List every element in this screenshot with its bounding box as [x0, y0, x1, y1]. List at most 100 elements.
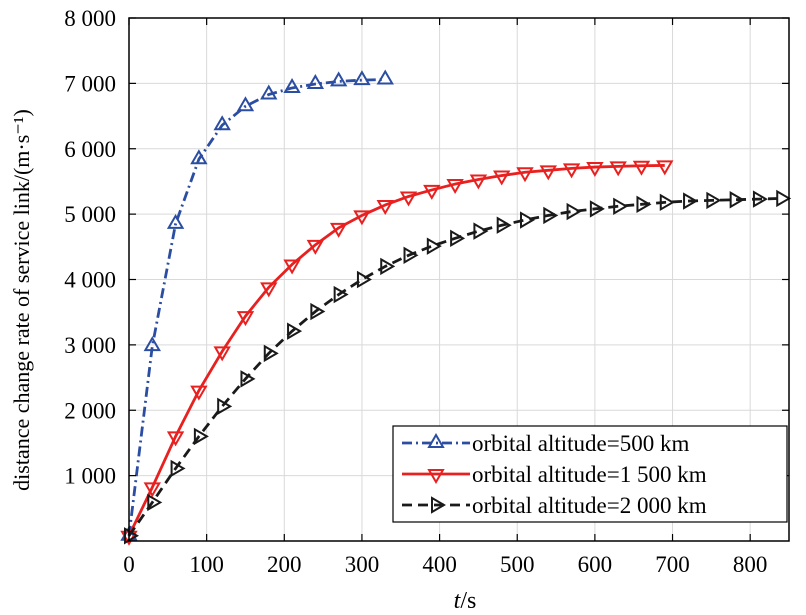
y-tick-label: 8 000 — [64, 6, 116, 31]
data-point — [729, 191, 745, 209]
data-point — [609, 161, 627, 177]
x-axis-label: t/s — [454, 588, 477, 614]
data-point — [376, 69, 394, 85]
data-point — [516, 167, 534, 183]
plot-frame — [128, 17, 790, 542]
data-point — [190, 149, 208, 165]
data-point — [193, 427, 209, 446]
data-point — [329, 222, 348, 238]
data-point — [450, 229, 466, 248]
data-point — [399, 191, 418, 207]
series-line — [127, 78, 386, 536]
series-layer — [120, 69, 792, 546]
legend-swatch-marker — [427, 433, 445, 448]
data-point — [632, 160, 651, 176]
data-point — [166, 213, 185, 229]
series-1 — [120, 69, 394, 541]
legend-swatch-marker — [431, 496, 446, 514]
x-tick-label: 700 — [655, 552, 690, 577]
x-tick-label: 800 — [733, 552, 768, 577]
y-tick-label: 6 000 — [64, 137, 116, 162]
data-point — [683, 192, 699, 210]
data-point — [306, 239, 325, 255]
data-point — [333, 285, 349, 304]
legend-label: orbital altitude=500 km — [472, 431, 689, 456]
data-point — [493, 170, 511, 186]
data-point — [213, 346, 231, 362]
y-tick-label: 7 000 — [64, 71, 116, 96]
data-point — [403, 246, 419, 265]
legend-item: orbital altitude=1 500 km — [402, 462, 707, 487]
data-point — [287, 322, 303, 340]
data-point — [329, 71, 348, 87]
data-point — [190, 385, 208, 401]
data-point — [353, 70, 371, 86]
x-tick-label: 0 — [123, 552, 135, 577]
data-point — [496, 216, 512, 234]
x-tick-label: 300 — [345, 552, 380, 577]
x-tick-label: 600 — [578, 552, 613, 577]
legend-label: orbital altitude=2 000 km — [472, 493, 707, 518]
data-point — [310, 302, 326, 321]
y-tick-label: 2 000 — [64, 398, 116, 423]
data-point — [283, 259, 301, 275]
data-point — [376, 199, 394, 215]
data-point — [260, 84, 278, 100]
data-point — [520, 211, 535, 229]
series-3 — [124, 189, 792, 545]
data-point — [469, 174, 488, 190]
data-point — [236, 96, 255, 112]
data-point — [236, 311, 255, 327]
tick-labels: 0 100 200 300 400 500 600 700 800 1 000 2 000 3 000… — [64, 6, 767, 577]
data-point — [283, 77, 301, 93]
data-point — [586, 162, 604, 178]
data-point — [356, 270, 372, 289]
data-point — [473, 222, 489, 240]
data-point — [166, 431, 185, 447]
data-point — [426, 237, 442, 255]
data-point — [776, 189, 792, 208]
data-point — [306, 74, 325, 90]
data-point — [423, 184, 441, 200]
legend: orbital altitude=500 km orbital altitude=… — [392, 425, 788, 523]
y-tick-label: 5 000 — [64, 202, 116, 227]
data-point — [562, 163, 581, 179]
data-point — [752, 190, 768, 208]
x-tick-label: 200 — [267, 552, 302, 577]
data-point — [613, 197, 629, 215]
data-point — [659, 193, 675, 212]
data-point — [543, 206, 559, 225]
data-point — [170, 459, 186, 478]
x-tick-label: 100 — [189, 552, 224, 577]
y-tick-label: 3 000 — [64, 333, 116, 358]
data-point — [263, 344, 279, 363]
data-point — [240, 370, 256, 388]
data-point — [539, 165, 557, 181]
legend-swatch-marker — [427, 469, 445, 484]
data-point — [380, 257, 396, 276]
legend-label: orbital altitude=1 500 km — [472, 462, 707, 487]
x-tick-label: 500 — [500, 552, 535, 577]
data-point — [147, 493, 163, 512]
data-point — [260, 282, 278, 298]
data-point — [143, 482, 161, 498]
y-axis-label: distance change rate of service link/(m·… — [9, 109, 34, 491]
series-2 — [120, 160, 674, 546]
data-point — [636, 195, 652, 214]
data-point — [446, 179, 464, 195]
y-tick-label: 4 000 — [64, 268, 116, 293]
data-point — [124, 527, 139, 545]
data-point — [706, 191, 722, 210]
legend-item: orbital altitude=2 000 km — [402, 493, 707, 518]
data-point — [589, 200, 605, 218]
data-point — [566, 202, 582, 221]
data-point — [213, 115, 231, 131]
data-point — [143, 336, 161, 352]
data-point — [353, 210, 371, 226]
y-tick-label: 1 000 — [64, 464, 116, 489]
x-tick-label: 400 — [422, 552, 457, 577]
data-point — [656, 160, 674, 176]
data-point — [217, 397, 233, 416]
legend-item: orbital altitude=500 km — [402, 431, 689, 456]
